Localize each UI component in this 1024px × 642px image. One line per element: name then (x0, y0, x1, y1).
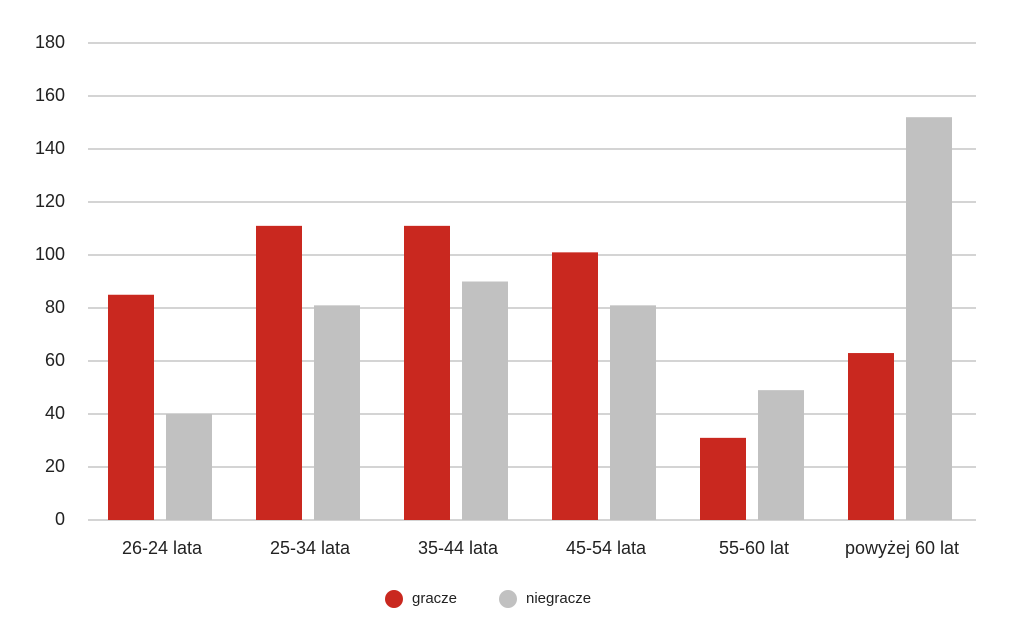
bar (462, 281, 508, 520)
y-tick-label: 160 (35, 85, 65, 105)
legend-swatch (499, 590, 517, 608)
bar (314, 305, 360, 520)
y-tick-label: 180 (35, 32, 65, 52)
bar (552, 252, 598, 520)
bar (848, 353, 894, 520)
y-tick-label: 60 (45, 350, 65, 370)
y-tick-label: 120 (35, 191, 65, 211)
x-tick-label: 55-60 lat (719, 538, 789, 558)
y-tick-label: 80 (45, 297, 65, 317)
legend-label: gracze (412, 590, 457, 607)
bar (906, 117, 952, 520)
legend: gracze niegracze (385, 590, 591, 608)
x-tick-label: 26-24 lata (122, 538, 203, 558)
y-tick-label: 20 (45, 456, 65, 476)
y-tick-label: 100 (35, 244, 65, 264)
bar (758, 390, 804, 520)
y-tick-label: 140 (35, 138, 65, 158)
bar (404, 225, 450, 520)
legend-swatch (385, 590, 403, 608)
bar (166, 414, 212, 520)
bar (256, 225, 302, 520)
y-tick-label: 40 (45, 403, 65, 423)
x-tick-label: powyżej 60 lat (845, 538, 959, 558)
y-tick-label: 0 (55, 509, 65, 529)
x-tick-label: 45-54 lata (566, 538, 647, 558)
legend-label: niegracze (526, 590, 591, 607)
bar (700, 437, 746, 520)
x-tick-label: 25-34 lata (270, 538, 351, 558)
x-tick-label: 35-44 lata (418, 538, 499, 558)
bar (108, 294, 154, 520)
bar (610, 305, 656, 520)
